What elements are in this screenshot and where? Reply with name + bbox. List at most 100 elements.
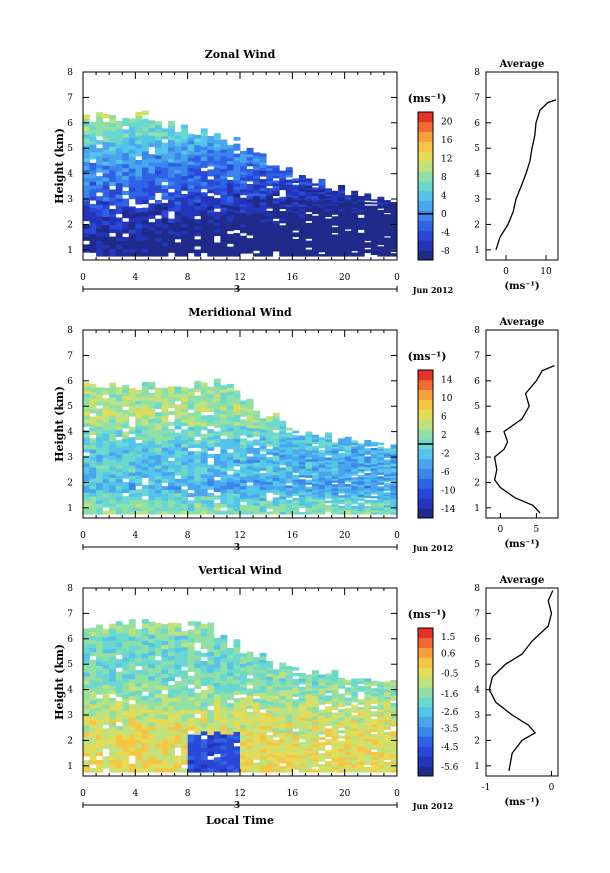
heatmap-cell xyxy=(259,233,267,237)
heatmap-cell xyxy=(292,197,300,201)
heatmap-cell xyxy=(266,228,274,232)
heatmap-cell xyxy=(259,478,267,482)
heatmap-cell xyxy=(122,649,130,654)
heatmap-cell xyxy=(344,196,352,199)
heatmap-cell xyxy=(181,674,189,679)
y-tick-label: 3 xyxy=(67,453,73,463)
heatmap-cell xyxy=(370,253,378,256)
heatmap-cell xyxy=(272,175,280,179)
heatmap-cell xyxy=(154,693,162,698)
heatmap-cell xyxy=(311,229,319,233)
heatmap-cell xyxy=(135,629,143,634)
heatmap-cell xyxy=(148,676,156,681)
heatmap-cell xyxy=(226,409,234,414)
heatmap-cell xyxy=(285,466,293,469)
heatmap-cell xyxy=(135,489,143,494)
heatmap-cell xyxy=(272,745,280,750)
heatmap-cell xyxy=(122,485,130,490)
heatmap-cell xyxy=(246,705,254,709)
heatmap-cell xyxy=(181,208,189,213)
heatmap-cell xyxy=(174,155,182,160)
heatmap-cell xyxy=(226,173,234,178)
heatmap-cell xyxy=(181,709,189,714)
heatmap-cell xyxy=(370,451,378,455)
heatmap-cell xyxy=(305,761,313,765)
heatmap-cell xyxy=(220,194,228,199)
heatmap-cell xyxy=(285,751,293,755)
heatmap-cell xyxy=(174,755,182,761)
heatmap-cell xyxy=(194,705,202,710)
heatmap-cell xyxy=(266,443,274,447)
heatmap-cell xyxy=(383,211,391,214)
heatmap-cell xyxy=(364,746,372,750)
heatmap-cell xyxy=(194,696,202,702)
heatmap-cell xyxy=(187,181,195,186)
heatmap-cell xyxy=(174,176,182,181)
heatmap-cell xyxy=(220,642,228,647)
heatmap-cell xyxy=(253,195,261,199)
heatmap-cell xyxy=(390,487,398,490)
y-tick-label: 5 xyxy=(67,402,73,412)
heatmap-cell xyxy=(285,434,293,438)
heatmap-cell xyxy=(240,683,247,688)
heatmap-cell xyxy=(207,169,215,174)
heatmap-cell xyxy=(109,652,117,658)
heatmap-cell xyxy=(357,209,365,212)
heatmap-cell xyxy=(357,217,365,220)
heatmap-cell xyxy=(338,748,346,752)
heatmap-cell xyxy=(115,663,123,668)
heatmap-cell xyxy=(194,158,202,163)
heatmap-cell xyxy=(364,477,372,480)
heatmap-cell xyxy=(370,463,378,467)
heatmap-cell xyxy=(122,686,130,691)
heatmap-cell xyxy=(174,166,182,171)
heatmap-cell xyxy=(109,751,117,757)
heatmap-cell xyxy=(246,190,254,194)
heatmap-cell xyxy=(115,482,123,487)
heatmap-cell xyxy=(253,730,261,735)
colorbar-tick-label: -6 xyxy=(441,468,450,478)
heatmap-cell xyxy=(311,237,319,241)
heatmap-cell xyxy=(207,630,215,636)
heatmap-cell xyxy=(233,709,241,714)
heatmap-cell xyxy=(390,236,398,239)
heatmap-cell xyxy=(364,242,372,245)
heatmap-cell xyxy=(285,511,293,515)
heatmap-cell xyxy=(233,724,241,729)
heatmap-cell xyxy=(285,437,293,441)
heatmap-cell xyxy=(102,232,110,237)
heatmap-cell xyxy=(220,730,228,735)
heatmap-cell xyxy=(207,478,215,483)
heatmap-cell xyxy=(161,153,169,158)
heatmap-cell xyxy=(89,695,97,701)
heatmap-cell xyxy=(83,724,90,729)
heatmap-cell xyxy=(285,730,293,735)
heatmap-cell xyxy=(226,253,234,257)
heatmap-cell xyxy=(115,217,123,222)
heatmap-cell xyxy=(370,484,378,487)
heatmap-cell xyxy=(285,506,293,510)
heatmap-cell xyxy=(194,738,202,744)
heatmap-cell xyxy=(83,149,90,155)
heatmap-cell xyxy=(96,657,104,662)
heatmap-cell xyxy=(174,218,182,223)
heatmap-cell xyxy=(154,486,162,490)
heatmap-cell xyxy=(266,750,274,755)
heatmap-cell xyxy=(266,451,274,455)
heatmap-cell xyxy=(168,169,175,174)
heatmap-cell xyxy=(168,150,175,156)
heatmap-cell xyxy=(96,628,104,634)
heatmap-cell xyxy=(102,457,110,462)
heatmap-cell xyxy=(357,746,365,750)
heatmap-cell xyxy=(109,382,117,387)
heatmap-cell xyxy=(331,241,339,244)
heatmap-cell xyxy=(325,220,332,223)
heatmap-cell xyxy=(148,503,156,508)
heatmap-cell xyxy=(194,249,202,254)
heatmap-cell xyxy=(200,217,208,222)
heatmap-cell xyxy=(338,472,346,475)
heatmap-cell xyxy=(364,230,372,233)
heatmap-cell xyxy=(364,231,372,234)
heatmap-cell xyxy=(115,151,123,157)
heatmap-cell xyxy=(351,198,359,201)
